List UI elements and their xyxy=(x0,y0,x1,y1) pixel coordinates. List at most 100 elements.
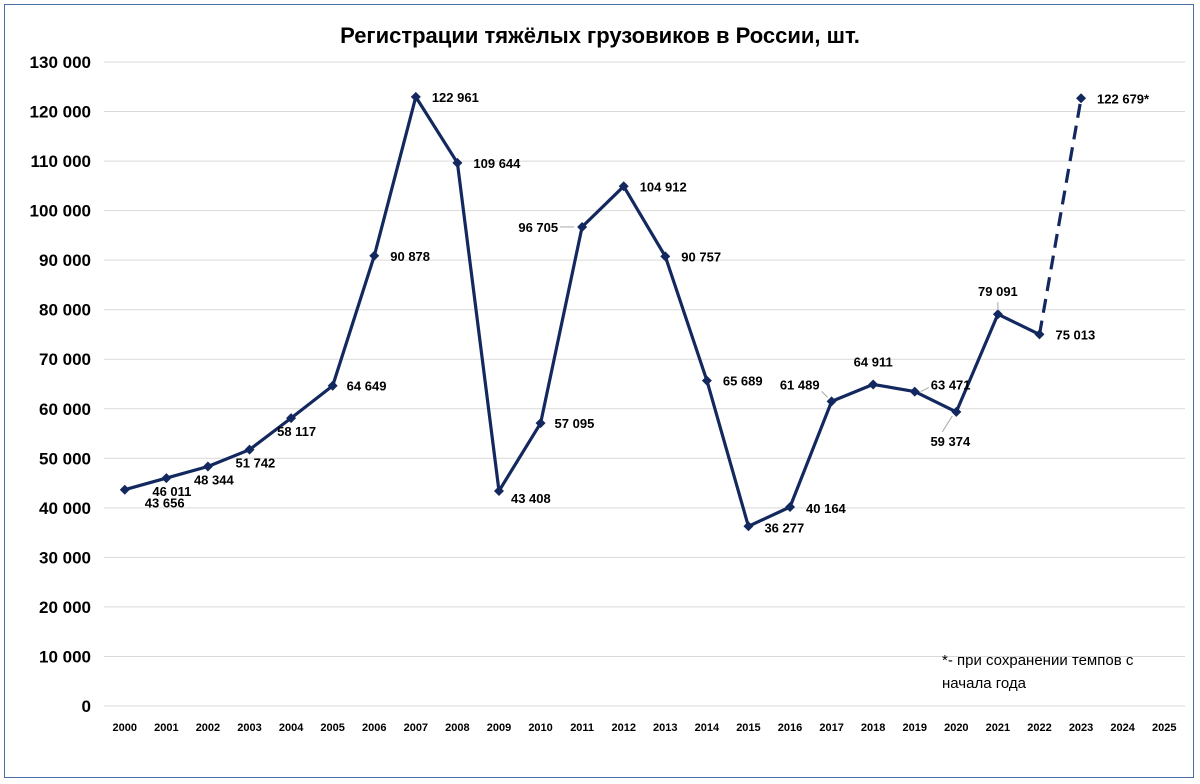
x-tick-label: 2019 xyxy=(903,722,927,734)
y-axis-tick-labels: 0 10 000 20 000 30 000 40 000 50 000 60 000 70 … xyxy=(30,53,91,716)
footnote-line-1: *- при сохранении темпов с xyxy=(942,652,1134,669)
data-label: 90 878 xyxy=(390,249,430,264)
data-label: 90 757 xyxy=(681,249,721,264)
y-tick-label: 30 000 xyxy=(39,548,91,567)
data-point-marker xyxy=(286,413,297,424)
x-tick-label: 2012 xyxy=(611,722,635,734)
x-tick-label: 2018 xyxy=(861,722,885,734)
y-tick-label: 0 xyxy=(82,697,91,716)
label-leader-line xyxy=(821,391,828,398)
y-tick-label: 120 000 xyxy=(30,103,91,122)
x-tick-label: 2024 xyxy=(1110,722,1135,734)
data-label: 96 705 xyxy=(518,220,558,235)
data-label: 58 117 xyxy=(277,424,316,439)
y-tick-label: 90 000 xyxy=(39,251,91,270)
x-tick-label: 2000 xyxy=(113,722,137,734)
data-point-marker xyxy=(618,181,629,192)
y-tick-label: 70 000 xyxy=(39,350,91,369)
data-label: 109 644 xyxy=(473,156,521,171)
x-tick-label: 2021 xyxy=(986,722,1010,734)
x-tick-label: 2008 xyxy=(445,722,469,734)
data-label: 61 489 xyxy=(780,377,820,392)
x-tick-label: 2004 xyxy=(279,722,304,734)
y-tick-label: 40 000 xyxy=(39,499,91,518)
data-point-marker xyxy=(1076,93,1087,104)
x-axis-tick-labels: 2000 2001 2002 2003 2004 2005 2006 2007 2008 2009… xyxy=(113,722,1177,734)
y-tick-label: 60 000 xyxy=(39,400,91,419)
x-tick-label: 2014 xyxy=(695,722,720,734)
y-tick-label: 50 000 xyxy=(39,449,91,468)
data-point-marker xyxy=(161,473,172,484)
data-point-marker xyxy=(577,221,588,232)
x-tick-label: 2025 xyxy=(1152,722,1176,734)
gridlines xyxy=(104,61,1185,707)
data-label: 79 091 xyxy=(978,284,1018,299)
data-point-marker xyxy=(493,485,504,496)
data-label: 40 164 xyxy=(806,501,847,516)
data-label: 75 013 xyxy=(1055,327,1095,342)
data-label: 122 961 xyxy=(432,90,479,105)
y-tick-label: 80 000 xyxy=(39,301,91,320)
x-tick-label: 2022 xyxy=(1027,722,1051,734)
x-tick-label: 2009 xyxy=(487,722,511,734)
x-tick-label: 2002 xyxy=(196,722,220,734)
data-point-marker xyxy=(202,461,213,472)
footnote-line-2: начала года xyxy=(942,675,1027,692)
data-label: 46 011 xyxy=(152,484,191,499)
series-line-projection xyxy=(1037,98,1083,335)
data-point-marker xyxy=(244,444,255,455)
data-label: 48 344 xyxy=(194,473,235,488)
x-tick-label: 2023 xyxy=(1069,722,1093,734)
x-tick-label: 2003 xyxy=(237,722,261,734)
x-tick-label: 2020 xyxy=(944,722,968,734)
data-point-marker xyxy=(119,484,130,495)
data-label: 57 095 xyxy=(555,416,595,431)
x-tick-label: 2016 xyxy=(778,722,802,734)
data-label: 51 742 xyxy=(236,456,276,471)
data-point-marker xyxy=(369,250,380,261)
data-label: 64 649 xyxy=(347,379,387,394)
data-label: 104 912 xyxy=(640,179,687,194)
x-tick-label: 2006 xyxy=(362,722,386,734)
chart-title: Регистрации тяжёлых грузовиков в России,… xyxy=(340,23,860,48)
y-tick-label: 10 000 xyxy=(39,647,91,666)
data-label: 36 277 xyxy=(764,520,804,535)
data-point-marker xyxy=(327,380,338,391)
data-point-marker xyxy=(909,386,920,397)
data-label: 122 679* xyxy=(1097,91,1150,106)
data-point-marker xyxy=(743,521,754,532)
x-tick-label: 2007 xyxy=(404,722,428,734)
data-label: 59 374 xyxy=(930,434,971,449)
line-chart: Регистрации тяжёлых грузовиков в России,… xyxy=(30,23,1185,734)
data-label: 65 689 xyxy=(723,374,763,389)
y-tick-label: 20 000 xyxy=(39,598,91,617)
x-tick-label: 2017 xyxy=(819,722,843,734)
y-tick-label: 100 000 xyxy=(30,202,91,221)
data-point-marker xyxy=(660,251,671,262)
data-point-marker xyxy=(701,375,712,386)
data-point-marker xyxy=(992,309,1003,320)
x-tick-label: 2010 xyxy=(528,722,552,734)
chart-frame: Регистрации тяжёлых грузовиков в России,… xyxy=(4,4,1194,778)
data-point-marker xyxy=(452,157,463,168)
data-point-marker xyxy=(826,396,837,407)
label-leader-line xyxy=(941,415,953,433)
y-tick-label: 110 000 xyxy=(30,152,91,171)
label-leader-line xyxy=(920,387,929,393)
data-point-marker xyxy=(868,379,879,390)
data-point-marker xyxy=(785,502,796,513)
data-point-marker xyxy=(1034,329,1045,340)
x-tick-label: 2015 xyxy=(736,722,760,734)
x-tick-label: 2001 xyxy=(154,722,178,734)
data-label: 43 656 xyxy=(145,496,185,511)
x-tick-label: 2011 xyxy=(570,722,594,734)
y-tick-label: 130 000 xyxy=(30,53,91,72)
data-label: 63 471 xyxy=(931,378,971,393)
data-point-marker xyxy=(535,418,546,429)
data-point-marker xyxy=(410,91,421,102)
x-tick-label: 2013 xyxy=(653,722,677,734)
data-label: 64 911 xyxy=(854,354,893,369)
data-point-marker xyxy=(951,406,962,417)
data-label: 43 408 xyxy=(511,491,551,506)
